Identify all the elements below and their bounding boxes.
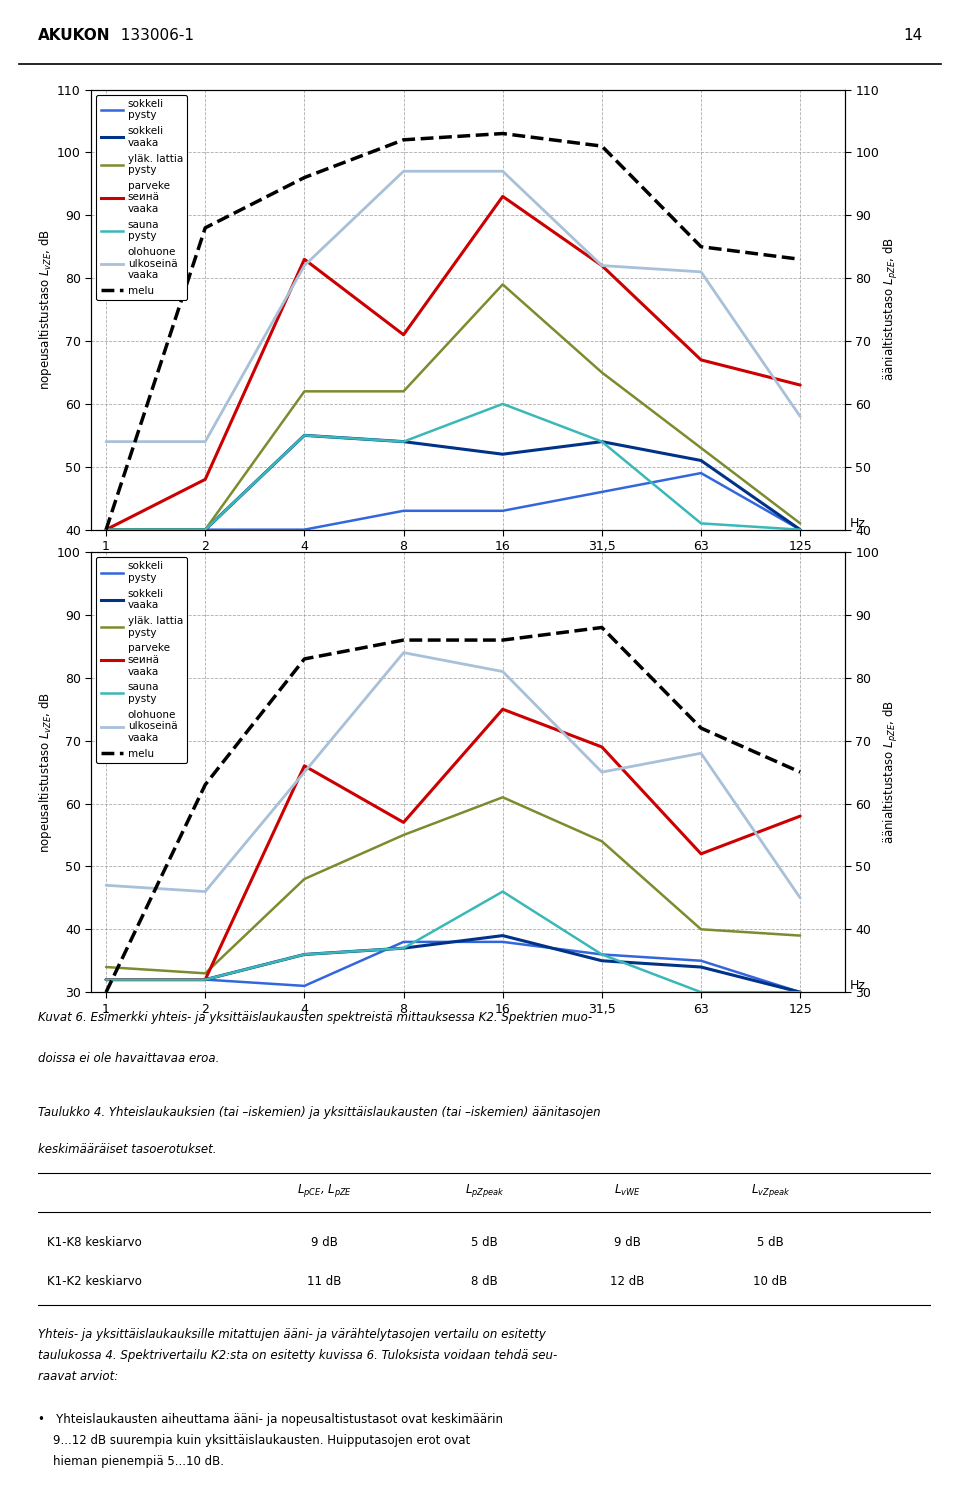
Text: doissa ei ole havaittavaa eroa.: doissa ei ole havaittavaa eroa. bbox=[38, 1052, 220, 1065]
Text: AKUKON: AKUKON bbox=[37, 28, 110, 43]
Text: 9 dB: 9 dB bbox=[614, 1235, 641, 1249]
Y-axis label: äänialtistustaso $L_{pZE}$, dB: äänialtistustaso $L_{pZE}$, dB bbox=[882, 237, 900, 382]
Text: $L_{pZpeak}$: $L_{pZpeak}$ bbox=[465, 1182, 505, 1200]
Text: 11 dB: 11 dB bbox=[307, 1276, 342, 1288]
Text: hieman pienempiä 5...10 dB.: hieman pienempiä 5...10 dB. bbox=[38, 1456, 225, 1468]
Text: 8 dB: 8 dB bbox=[471, 1276, 498, 1288]
Legend: sokkeli
pysty, sokkeli
vaaka, yläk. lattia
pysty, parveke
seинä
vaaka, sauna
pys: sokkeli pysty, sokkeli vaaka, yläk. latt… bbox=[96, 557, 187, 762]
Text: Hz: Hz bbox=[850, 979, 866, 992]
Text: K1-K2 keskiarvo: K1-K2 keskiarvo bbox=[47, 1276, 142, 1288]
Text: $L_{vWE}$: $L_{vWE}$ bbox=[614, 1183, 641, 1198]
Text: 5 dB: 5 dB bbox=[757, 1235, 784, 1249]
Legend: sokkeli
pysty, sokkeli
vaaka, yläk. lattia
pysty, parveke
seинä
vaaka, sauna
pys: sokkeli pysty, sokkeli vaaka, yläk. latt… bbox=[96, 94, 187, 300]
Text: 10 dB: 10 dB bbox=[754, 1276, 787, 1288]
Text: 9 dB: 9 dB bbox=[311, 1235, 338, 1249]
Y-axis label: nopeusaltistustaso $L_{vZE}$, dB: nopeusaltistustaso $L_{vZE}$, dB bbox=[37, 228, 54, 391]
Text: 133006-1: 133006-1 bbox=[111, 28, 194, 43]
Text: •   Yhteislaukausten aiheuttama ääni- ja nopeusaltistustasot ovat keskimäärin: • Yhteislaukausten aiheuttama ääni- ja n… bbox=[38, 1413, 503, 1426]
Text: 5 dB: 5 dB bbox=[471, 1235, 498, 1249]
Text: $L_{vZpeak}$: $L_{vZpeak}$ bbox=[751, 1182, 790, 1200]
Text: 12 dB: 12 dB bbox=[611, 1276, 645, 1288]
Text: K1-K8 keskiarvo: K1-K8 keskiarvo bbox=[47, 1235, 142, 1249]
Text: 9...12 dB suurempia kuin yksittäislaukausten. Huipputasojen erot ovat: 9...12 dB suurempia kuin yksittäislaukau… bbox=[38, 1434, 470, 1447]
Text: Kuvat 6. Esimerkki yhteis- ja yksittäislaukausten spektreistä mittauksessa K2. S: Kuvat 6. Esimerkki yhteis- ja yksittäisl… bbox=[38, 1012, 592, 1024]
Text: taulukossa 4. Spektrivertailu K2:sta on esitetty kuvissa 6. Tuloksista voidaan t: taulukossa 4. Spektrivertailu K2:sta on … bbox=[38, 1349, 558, 1362]
Y-axis label: äänialtistustaso $L_{pZE}$, dB: äänialtistustaso $L_{pZE}$, dB bbox=[882, 700, 900, 844]
Text: keskimääräiset tasoerotukset.: keskimääräiset tasoerotukset. bbox=[38, 1143, 217, 1156]
Y-axis label: nopeusaltistustaso $L_{vZE}$, dB: nopeusaltistustaso $L_{vZE}$, dB bbox=[37, 691, 54, 853]
Text: 14: 14 bbox=[903, 28, 923, 43]
Text: Yhteis- ja yksittäislaukauksille mitattujen ääni- ja värähtelytasojen vertailu o: Yhteis- ja yksittäislaukauksille mitattu… bbox=[38, 1328, 546, 1341]
Text: raavat arviot:: raavat arviot: bbox=[38, 1370, 119, 1383]
Text: $L_{pCE}$, $L_{pZE}$: $L_{pCE}$, $L_{pZE}$ bbox=[297, 1182, 351, 1200]
Text: Hz: Hz bbox=[850, 516, 866, 530]
Text: Taulukko 4. Yhteislaukauksien (tai –iskemien) ja yksittäislaukausten (tai –iskem: Taulukko 4. Yhteislaukauksien (tai –iske… bbox=[38, 1106, 601, 1119]
